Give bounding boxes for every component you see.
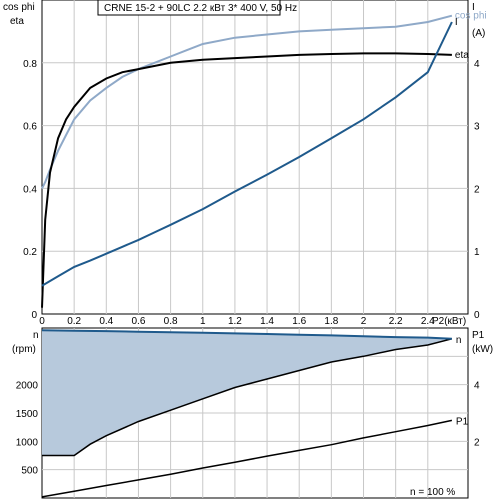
series-line-n <box>41 329 452 340</box>
top-series-group: cos phi eta I <box>41 11 487 308</box>
top-x-tick-label: 0.6 <box>131 316 145 327</box>
top-left-y-tick-label: 0.2 <box>23 247 37 258</box>
speed-range-area <box>42 330 452 456</box>
series-line-eta <box>41 52 452 308</box>
chart-title: CRNE 15-2 + 90LC 2.2 кВт 3* 400 V, 50 Hz <box>104 3 297 14</box>
top-x-tick-label: 0.8 <box>164 316 178 327</box>
top-left-y-tick-label: 0.8 <box>23 59 37 70</box>
series-line-p1 <box>41 419 453 498</box>
top-x-tick-label: 1.6 <box>292 316 306 327</box>
series-label-p1: P1 <box>456 416 469 427</box>
top-x-tick-label: 1.8 <box>324 316 338 327</box>
top-x-tick-label: 2 <box>361 316 367 327</box>
series-line-min-speed <box>42 338 453 457</box>
bottom-left-y-tick-label: 500 <box>21 466 38 477</box>
top-right-axis-label-unit: (A) <box>472 28 485 39</box>
series-line-i <box>41 21 453 287</box>
top-x-tick-label: 2.2 <box>389 316 403 327</box>
top-left-y-tick-label: 0.4 <box>23 184 37 195</box>
bottom-right-y-tick-label: 4 <box>474 381 480 392</box>
bottom-series-group: n P1 <box>41 329 469 498</box>
bottom-x-axis-label: n = 100 % <box>410 487 455 498</box>
top-x-tick-label: 1.4 <box>260 316 274 327</box>
top-right-y-tick-label: 0 <box>474 310 480 321</box>
series-label-eta: eta <box>455 50 469 61</box>
top-plot-gridlines <box>42 0 468 314</box>
bottom-left-axis-label-unit: (rpm) <box>12 344 36 355</box>
bottom-right-axis-label-unit: (kW) <box>472 344 493 355</box>
series-label-cos-phi: cos phi <box>455 11 487 22</box>
top-right-y-tick-label: 1 <box>474 247 480 258</box>
top-x-tick-label: 0 <box>39 316 45 327</box>
series-line-cos-phi <box>41 14 453 189</box>
top-right-y-tick-label: 4 <box>474 59 480 70</box>
top-right-y-tick-label: 3 <box>474 122 480 133</box>
top-left-y-tick-label: 0 <box>31 310 37 321</box>
top-x-tick-label: 0.2 <box>67 316 81 327</box>
bottom-right-y-tick-label: 2 <box>474 437 480 448</box>
bottom-left-y-tick-label: 1500 <box>16 409 39 420</box>
title-box <box>97 0 281 16</box>
top-left-axis-label-eta: eta <box>10 16 24 27</box>
top-tick-labels: 0 0.2 0.4 0.6 0.8 1 1.2 1.4 1.6 1.8 2 2.2 2.4 0 0.2 0.4… <box>23 59 480 327</box>
bottom-left-y-tick-label: 1000 <box>16 437 39 448</box>
series-label-i: I <box>455 17 458 28</box>
bottom-tick-labels: 500 1000 1500 2000 2 4 <box>16 381 480 477</box>
top-x-axis-label: P2(кВт) <box>432 316 466 327</box>
top-right-y-tick-label: 2 <box>474 184 480 195</box>
bottom-right-axis-label-p1: P1 <box>472 330 485 341</box>
bottom-left-axis-label-n: n <box>33 330 39 341</box>
series-label-n: n <box>456 335 462 346</box>
top-x-tick-label: 0.4 <box>99 316 113 327</box>
top-left-axis-label-cosphi: cos phi <box>3 2 35 13</box>
top-right-axis-label-i: I <box>472 2 475 13</box>
bottom-left-y-tick-label: 2000 <box>16 381 39 392</box>
top-x-tick-label: 1.2 <box>228 316 242 327</box>
top-x-tick-label: 2.4 <box>421 316 435 327</box>
top-plot-frame <box>41 0 469 315</box>
top-left-y-tick-label: 0.6 <box>23 122 37 133</box>
top-x-tick-label: 1 <box>200 316 206 327</box>
